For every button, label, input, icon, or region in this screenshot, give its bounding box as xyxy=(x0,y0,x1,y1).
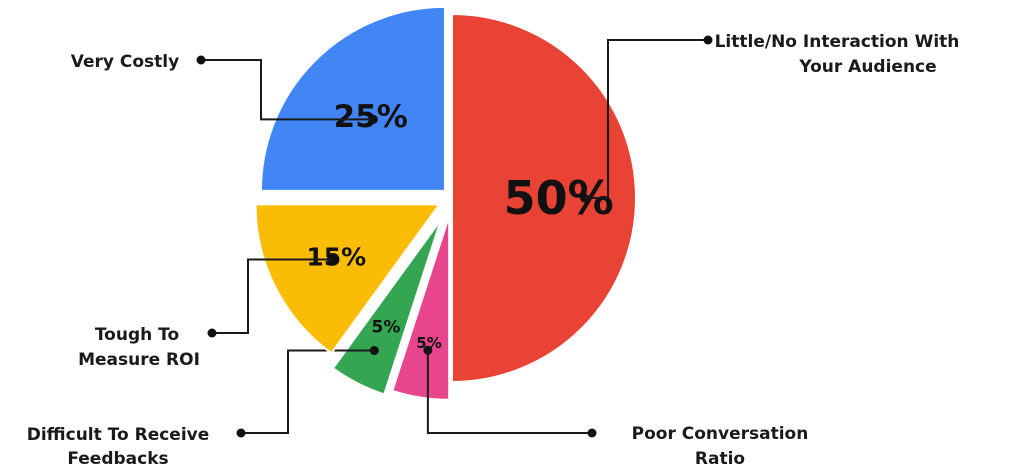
leader-dot xyxy=(236,428,246,438)
pie-slice-little-no-interaction-with-your-audience xyxy=(451,12,637,384)
slice-value-label-tough-to-measure-roi: 15% xyxy=(306,242,366,271)
slice-category-label: Measure ROI xyxy=(78,350,200,370)
leader-line xyxy=(212,258,332,334)
pie-slice-tough-to-measure-roi xyxy=(254,203,442,355)
leader-line xyxy=(584,39,708,199)
pie-slice-very-costly xyxy=(259,5,446,192)
slice-category-label: Difficult To Receive xyxy=(27,425,210,445)
leader-dot xyxy=(207,328,217,338)
slice-category-label: Poor Conversation xyxy=(632,424,809,444)
slice-category-label: Ratio xyxy=(695,449,745,465)
pie-slice-poor-conversation-ratio xyxy=(391,215,451,401)
leader-dot xyxy=(196,55,206,65)
leader-line xyxy=(426,350,592,434)
leader-dot xyxy=(587,428,597,438)
slice-value-label-poor-conversation-ratio: 5% xyxy=(416,334,441,352)
slice-category-label: Tough To xyxy=(95,325,179,345)
leader-dot xyxy=(703,35,713,45)
slice-category-label: Very Costly xyxy=(71,52,179,72)
leader-line xyxy=(201,59,374,121)
slice-category-label: Feedbacks xyxy=(67,449,168,465)
slice-value-label-difficult-to-receive-feedbacks: 5% xyxy=(372,318,401,338)
slice-category-label: Little/No Interaction With xyxy=(715,32,960,52)
slice-category-label: Your Audience xyxy=(798,57,936,77)
